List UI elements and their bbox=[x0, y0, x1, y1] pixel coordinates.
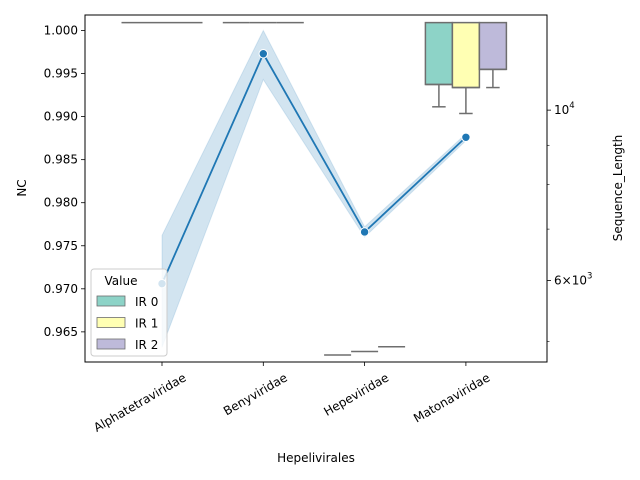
left-y-tick-label: 0.995 bbox=[44, 67, 78, 81]
legend-label: IR 1 bbox=[135, 317, 158, 331]
right-y-axis: 6×103 104 bbox=[547, 101, 592, 342]
x-axis-label: Hepelivirales bbox=[277, 451, 355, 465]
left-y-tick-label: 0.975 bbox=[44, 239, 78, 253]
legend-title: Value bbox=[105, 274, 138, 288]
legend-label: IR 0 bbox=[135, 295, 158, 309]
left-y-axis-label: NC bbox=[15, 179, 29, 196]
legend-swatch bbox=[96, 295, 126, 307]
legend: Value IR 0 IR 1 IR 2 bbox=[90, 268, 168, 357]
legend-frame bbox=[90, 268, 168, 357]
left-y-axis: 0.965 0.970 0.975 0.980 0.985 0.990 0.995 1.000 bbox=[44, 23, 85, 339]
mean-point-benyviridae bbox=[258, 49, 268, 59]
right-y-tick-label: 104 bbox=[554, 101, 575, 117]
box-matonaviridae-ir1 bbox=[451, 21, 481, 115]
legend-label: IR 2 bbox=[135, 338, 158, 352]
box-body bbox=[424, 21, 454, 86]
mean-line bbox=[161, 51, 467, 285]
legend-swatch bbox=[96, 317, 126, 328]
box-layer bbox=[121, 21, 508, 356]
right-y-axis-label: Sequence_Length bbox=[611, 135, 625, 242]
left-y-tick-label: 0.990 bbox=[44, 110, 78, 124]
right-y-tick-label: 6×103 bbox=[554, 272, 592, 288]
left-y-tick-label: 1.000 bbox=[44, 23, 78, 37]
left-y-tick-label: 0.980 bbox=[44, 196, 78, 210]
mean-point-matonaviridae bbox=[461, 132, 471, 142]
box-body bbox=[451, 21, 481, 89]
plot-frame bbox=[84, 14, 548, 363]
left-y-tick-label: 0.970 bbox=[44, 282, 78, 296]
mean-point-hepeviridae bbox=[359, 227, 370, 237]
left-y-tick-label: 0.965 bbox=[44, 325, 78, 339]
legend-swatch bbox=[96, 338, 126, 350]
box-body bbox=[478, 21, 508, 71]
left-y-tick-label: 0.985 bbox=[44, 153, 78, 167]
box-matonaviridae-ir2 bbox=[478, 21, 508, 89]
